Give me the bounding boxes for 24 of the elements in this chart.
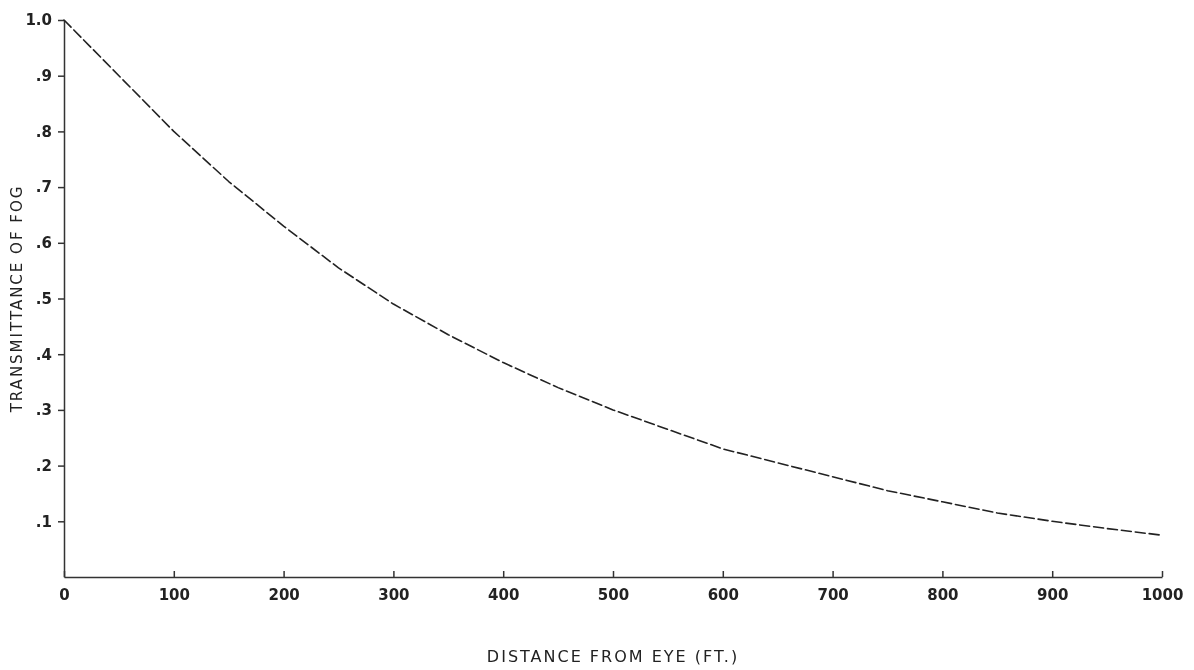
y-tick-label: .2 [35, 456, 52, 475]
x-tick-label: 600 [707, 585, 739, 604]
y-tick-label: .9 [35, 67, 52, 85]
x-tick-label: 300 [378, 585, 410, 604]
x-tick-label: 200 [268, 585, 300, 604]
x-tick-label: 800 [927, 585, 959, 604]
x-axis-title: DISTANCE FROM EYE (FT.) [486, 647, 740, 666]
y-tick-label: .8 [35, 122, 52, 141]
y-tick-label: .1 [35, 512, 52, 531]
x-tick-label: 1000 [1141, 585, 1184, 604]
x-tick-label: 400 [488, 585, 520, 604]
y-tick-label: .6 [35, 234, 52, 253]
y-tick-label: .7 [35, 178, 52, 197]
y-tick-label: 1.0 [25, 11, 52, 30]
y-tick-label: .5 [35, 289, 52, 308]
x-tick-label: 100 [158, 585, 190, 604]
line-series [63, 19, 1163, 537]
x-tick-label: 500 [597, 585, 630, 604]
y-tick-label: .4 [35, 345, 52, 364]
x-tick-label: 700 [817, 585, 849, 604]
x-tick-label: 0 [59, 585, 70, 604]
y-axis-title: TRANSMITTANCE OF FOG [8, 184, 26, 414]
y-tick-label: .3 [35, 401, 52, 420]
x-tick-label: 900 [1037, 585, 1069, 604]
